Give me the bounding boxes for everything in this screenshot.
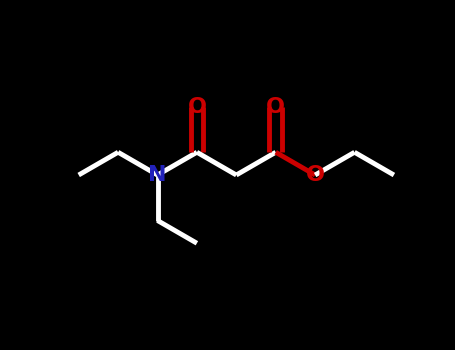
Text: O: O bbox=[306, 165, 324, 185]
Text: O: O bbox=[266, 97, 285, 117]
Text: N: N bbox=[148, 165, 167, 185]
Text: O: O bbox=[187, 97, 207, 117]
